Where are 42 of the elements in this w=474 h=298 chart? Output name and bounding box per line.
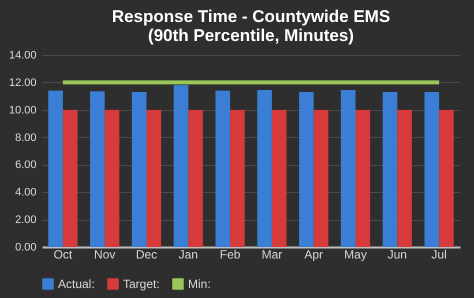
bar xyxy=(215,90,230,247)
bar xyxy=(62,110,78,247)
bar xyxy=(299,92,314,247)
x-tick-label: Mar xyxy=(262,248,282,262)
chart-title: Response Time - Countywide EMS (90th Percentile, Minutes) xyxy=(112,7,390,45)
bar xyxy=(90,91,105,247)
legend-label: Min: xyxy=(188,277,211,291)
y-tick-label: 0.00 xyxy=(15,242,36,254)
x-tick-label: Feb xyxy=(220,248,241,262)
y-tick-label: 8.00 xyxy=(15,132,36,144)
y-tick-label: 4.00 xyxy=(15,186,36,199)
bar xyxy=(146,110,162,247)
x-tick-label: Nov xyxy=(94,248,116,262)
bar xyxy=(48,90,63,247)
bar xyxy=(257,90,272,247)
legend-label: Actual: xyxy=(58,277,95,291)
bar xyxy=(314,110,328,247)
bar xyxy=(272,110,287,247)
bar xyxy=(340,90,356,247)
bar xyxy=(230,110,245,247)
y-tick-label: 6.00 xyxy=(15,159,36,172)
bar xyxy=(188,110,203,247)
y-tick-label: 10.00 xyxy=(8,104,36,116)
x-tick-label: Oct xyxy=(54,248,73,262)
x-tick-label: May xyxy=(344,248,367,262)
legend-label: Target: xyxy=(123,277,160,291)
bar xyxy=(356,110,370,247)
x-tick-label: Jan xyxy=(178,248,198,262)
bar xyxy=(424,92,440,247)
x-tick-label: Jul xyxy=(431,248,447,262)
bar xyxy=(397,110,412,247)
x-tick-label: Dec xyxy=(136,248,158,262)
bar xyxy=(132,92,146,247)
bar xyxy=(104,110,120,247)
x-tick-label: Jun xyxy=(388,248,407,262)
bar xyxy=(174,85,188,247)
bar xyxy=(439,110,454,247)
y-tick-label: 14.00 xyxy=(8,50,36,62)
y-tick-label: 2.00 xyxy=(15,214,36,226)
x-tick-label: Apr xyxy=(304,248,324,262)
y-tick-label: 12.00 xyxy=(8,76,36,89)
bar xyxy=(382,92,398,247)
